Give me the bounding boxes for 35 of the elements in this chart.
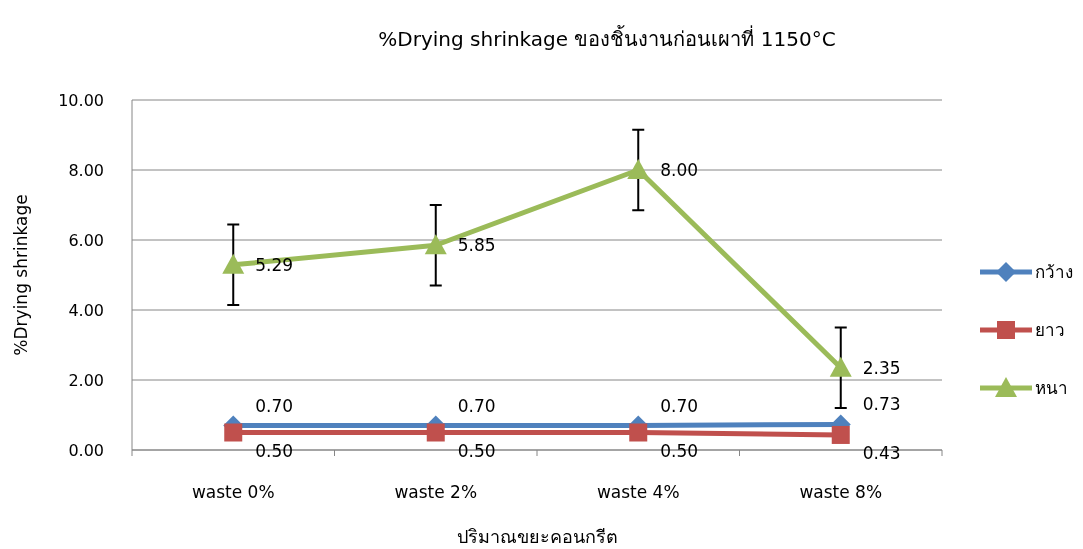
data-label: 8.00 bbox=[660, 160, 699, 180]
legend-label: หนา bbox=[1035, 378, 1068, 398]
x-tick-label: waste 4% bbox=[596, 482, 680, 502]
data-label: 0.50 bbox=[255, 440, 294, 461]
data-label: 0.70 bbox=[255, 395, 294, 416]
legend-label: กว้าง bbox=[1035, 262, 1073, 282]
data-label: 0.50 bbox=[457, 440, 496, 461]
point bbox=[424, 234, 447, 255]
data-label: 0.73 bbox=[862, 394, 901, 415]
legend-label: ยาว bbox=[1035, 320, 1065, 340]
data-label: 0.70 bbox=[660, 395, 699, 416]
point bbox=[629, 423, 648, 442]
chart-title: %Drying shrinkage ของชิ้นงานก่อนเผาที่ 1150°C bbox=[378, 25, 836, 51]
y-axis-title: %Drying shrinkage bbox=[11, 194, 31, 356]
x-axis-title: ปริมาณขยะคอนกรีต bbox=[456, 526, 618, 547]
data-label: 2.35 bbox=[862, 357, 901, 378]
point bbox=[426, 423, 445, 442]
y-tick-label: 10.00 bbox=[58, 91, 104, 110]
point bbox=[829, 356, 852, 377]
x-tick-label: waste 8% bbox=[799, 482, 883, 502]
x-tick-label: waste 0% bbox=[191, 482, 275, 502]
point bbox=[831, 425, 850, 444]
y-tick-label: 6.00 bbox=[68, 231, 104, 250]
y-tick-label: 4.00 bbox=[68, 301, 104, 320]
point bbox=[224, 423, 243, 442]
y-tick-label: 8.00 bbox=[68, 161, 104, 180]
data-label: 5.85 bbox=[457, 235, 496, 256]
data-label: 0.50 bbox=[660, 440, 699, 461]
point bbox=[222, 253, 245, 274]
data-label: 0.43 bbox=[862, 442, 901, 463]
y-tick-label: 0.00 bbox=[68, 441, 104, 460]
point bbox=[627, 159, 650, 179]
x-tick-label: waste 2% bbox=[394, 482, 478, 502]
y-tick-label: 2.00 bbox=[68, 371, 104, 390]
data-label: 0.70 bbox=[457, 395, 496, 416]
